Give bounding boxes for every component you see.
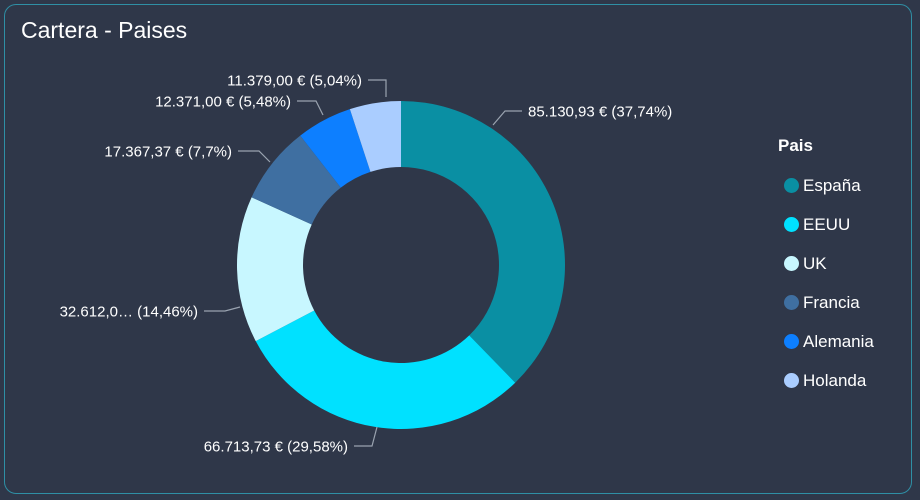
legend-item-eeuu[interactable]: EEUU [784,205,874,244]
data-label-francia: 17.367,37 € (7,7%) [104,143,232,160]
leader-line-uk [204,306,241,312]
slice-espana[interactable] [401,101,565,383]
legend-item-uk[interactable]: UK [784,244,874,283]
slice-uk[interactable] [236,197,315,342]
leader-line-holanda [368,79,387,97]
legend-item-espana[interactable]: España [784,166,874,205]
slice-holanda[interactable] [349,101,401,172]
leader-line-espana [492,110,522,126]
slice-eeuu[interactable] [255,310,516,429]
slice-alemania[interactable] [300,109,371,188]
leader-line-alemania [297,100,324,116]
legend-marker-icon [784,295,799,310]
data-label-espana: 85.130,93 € (37,74%) [528,103,672,120]
data-label-holanda: 11.379,00 € (5,04%) [227,72,362,89]
leader-line-eeuu [354,426,378,447]
legend-marker-icon [784,217,799,232]
legend-marker-icon [784,334,799,349]
legend-label: Holanda [803,370,867,390]
legend-label: EEUU [803,214,851,234]
data-label-uk: 32.612,0… (14,46%) [60,303,198,320]
legend-label: España [803,175,861,195]
data-label-eeuu: 66.713,73 € (29,58%) [204,438,348,455]
legend-title: Pais [778,136,813,155]
legend-label: Francia [803,292,860,312]
legend-item-holanda[interactable]: Holanda [784,361,874,400]
data-label-alemania: 12.371,00 € (5,48%) [155,93,291,110]
slice-francia[interactable] [251,135,341,225]
card-title: Cartera - Paises [21,17,188,43]
legend-marker-icon [784,256,799,271]
legend-item-alemania[interactable]: Alemania [784,322,874,361]
legend: España EEUU UK Francia Alemania Holanda [784,166,874,400]
legend-label: UK [803,253,827,273]
legend-marker-icon [784,178,799,193]
leader-line-francia [238,150,271,163]
legend-marker-icon [784,373,799,388]
legend-item-francia[interactable]: Francia [784,283,874,322]
legend-label: Alemania [803,331,874,351]
